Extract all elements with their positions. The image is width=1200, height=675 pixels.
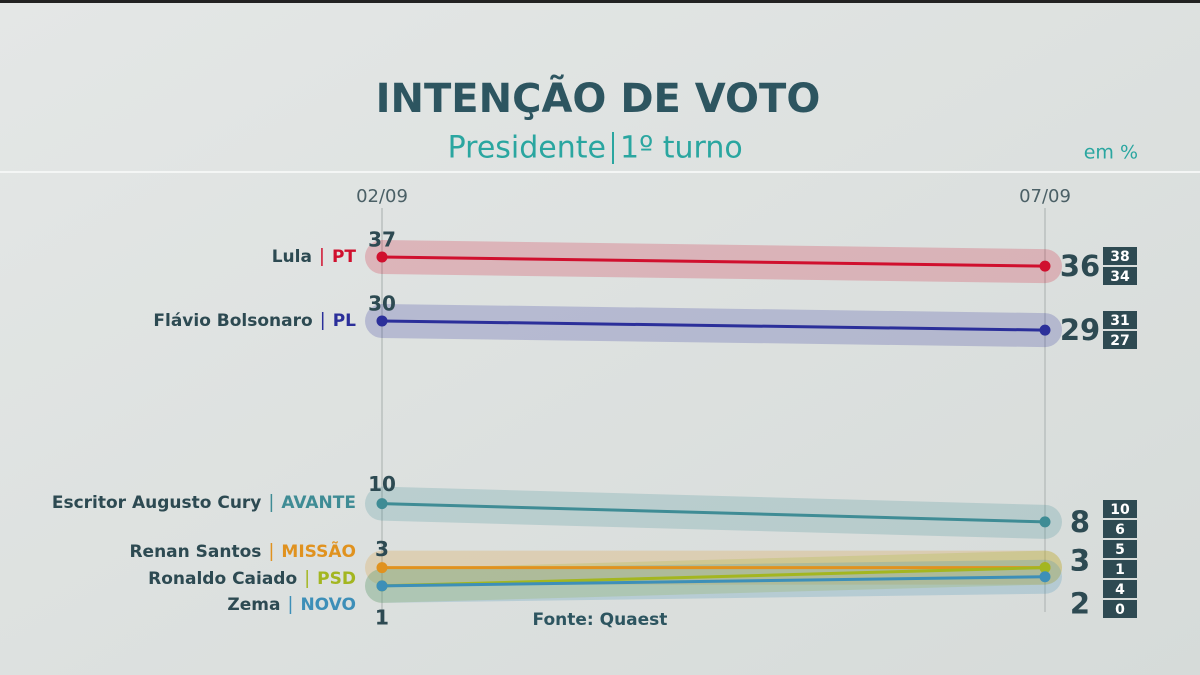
range-box <box>1103 331 1137 349</box>
subtitle: Presidente <box>448 131 606 166</box>
point <box>376 562 388 574</box>
range-label: 31 <box>1110 313 1129 329</box>
value-label: 30 <box>368 291 396 315</box>
source: Fonte: Quaest <box>533 610 668 630</box>
range-box <box>1103 267 1137 285</box>
series-line <box>381 255 1046 268</box>
point <box>376 251 388 263</box>
range-label: 0 <box>1115 602 1125 618</box>
series-line <box>381 502 1046 524</box>
value-label: 2 <box>1070 587 1090 621</box>
range-label: 6 <box>1115 522 1125 538</box>
candidate-name: Lula <box>272 247 312 267</box>
range-box <box>1103 311 1137 329</box>
party-label: AVANTE <box>281 493 356 513</box>
candidate-name: Renan Santos <box>129 542 261 562</box>
subtitle: 1º turno <box>620 131 743 166</box>
top-bar <box>0 0 1200 3</box>
value-label: 10 <box>368 472 396 496</box>
point <box>1039 571 1051 583</box>
value-label: 29 <box>1060 313 1100 347</box>
series-line <box>381 575 1046 588</box>
range-label: 38 <box>1110 249 1129 265</box>
party-label: PL <box>333 311 356 331</box>
value-label: 3 <box>1070 544 1090 578</box>
point <box>1039 516 1051 528</box>
range-label: 1 <box>1115 562 1125 578</box>
range-box <box>1103 580 1137 598</box>
range-box <box>1103 540 1137 558</box>
party-label: NOVO <box>300 595 356 615</box>
range-label: 27 <box>1110 333 1129 349</box>
x-tick-label: 07/09 <box>1019 186 1071 207</box>
value-label: 3 <box>1070 544 1090 578</box>
party-label: MISSÃO <box>281 539 356 562</box>
candidate-name: Escritor Augusto Cury <box>52 493 262 513</box>
value-label: 1 <box>375 605 389 629</box>
party-label: PT <box>332 247 356 267</box>
point <box>1039 562 1051 574</box>
candidate-name: Ronaldo Caiado <box>148 569 297 589</box>
range-box <box>1103 600 1137 618</box>
unit: em % <box>1084 142 1138 164</box>
range-label: 5 <box>1115 542 1125 558</box>
candidate-name: Zema <box>227 595 280 615</box>
series-line <box>381 319 1046 332</box>
point <box>376 580 388 592</box>
range-box <box>1103 520 1137 538</box>
range-label: 4 <box>1115 582 1125 598</box>
chart-title: INTENÇÃO DE VOTO <box>376 73 821 122</box>
range-box <box>1103 560 1137 578</box>
party-label: PSD <box>317 569 356 589</box>
range-box <box>1103 500 1137 518</box>
range-label: 10 <box>1110 502 1130 518</box>
value-label: 8 <box>1070 505 1090 539</box>
series-line <box>381 566 1046 588</box>
value-label: 3 <box>375 537 389 561</box>
x-tick-label: 02/09 <box>356 186 408 207</box>
range-box <box>1103 247 1137 265</box>
candidate-name: Flávio Bolsonaro <box>153 311 312 331</box>
value-label: 1 <box>375 605 389 629</box>
point <box>1039 324 1051 336</box>
range-label: 34 <box>1110 269 1130 285</box>
point <box>1039 260 1051 272</box>
point <box>376 315 388 327</box>
value-label: 36 <box>1060 249 1100 283</box>
point <box>376 498 388 510</box>
value-label: 37 <box>368 228 396 252</box>
